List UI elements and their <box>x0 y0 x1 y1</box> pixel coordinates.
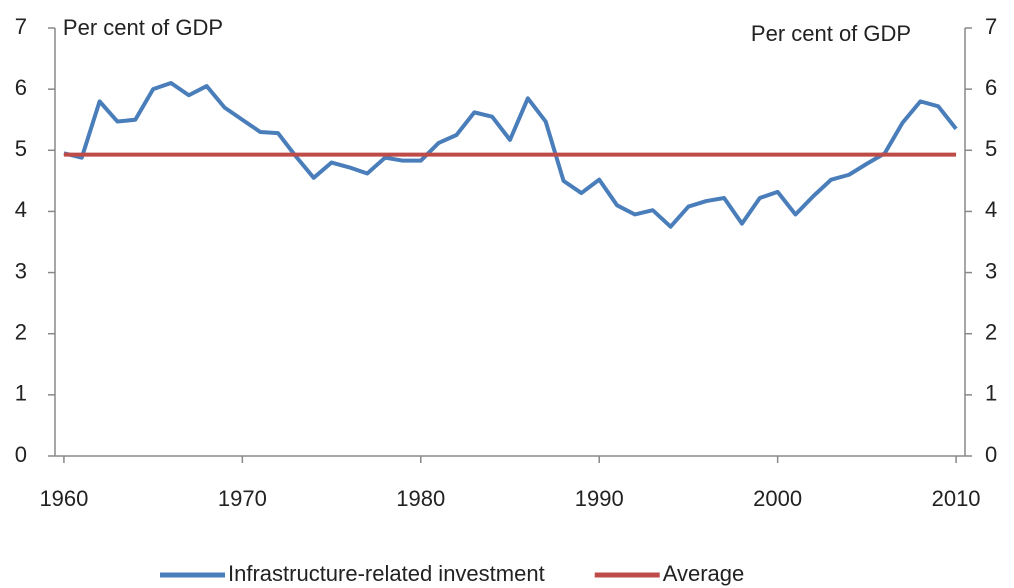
y-tick-label: 1 <box>15 381 27 406</box>
y-tick-label: 7 <box>15 14 27 39</box>
y2-tick-label: 6 <box>985 75 997 100</box>
y2-tick-label: 1 <box>985 381 997 406</box>
x-tick-label: 1990 <box>575 486 624 511</box>
y2-tick-label: 3 <box>985 258 997 283</box>
x-tick-label: 1980 <box>396 486 445 511</box>
x-tick-label: 2010 <box>932 486 981 511</box>
y2-tick-label: 4 <box>985 197 997 222</box>
y-tick-label: 4 <box>15 197 27 222</box>
y-tick-label: 3 <box>15 258 27 283</box>
series-line <box>63 81 958 229</box>
y-axis-label: Per cent of GDP <box>62 15 224 40</box>
y2-tick-label: 7 <box>985 14 997 39</box>
y-tick-label: 6 <box>15 75 27 100</box>
y2-tick-label: 5 <box>985 136 997 161</box>
legend-label: Average <box>663 561 745 586</box>
y-tick-label: 2 <box>15 320 27 345</box>
y2-tick-label: 2 <box>985 320 997 345</box>
y2-axis-label: Per cent of GDP <box>750 21 912 46</box>
y-tick-label: 0 <box>15 442 27 467</box>
x-tick-label: 1960 <box>39 486 88 511</box>
y-tick-label: 5 <box>15 136 27 161</box>
y2-tick-label: 0 <box>985 442 997 467</box>
legend-label: Infrastructure-related investment <box>228 561 545 586</box>
x-tick-label: 2000 <box>753 486 802 511</box>
x-tick-label: 1970 <box>218 486 267 511</box>
